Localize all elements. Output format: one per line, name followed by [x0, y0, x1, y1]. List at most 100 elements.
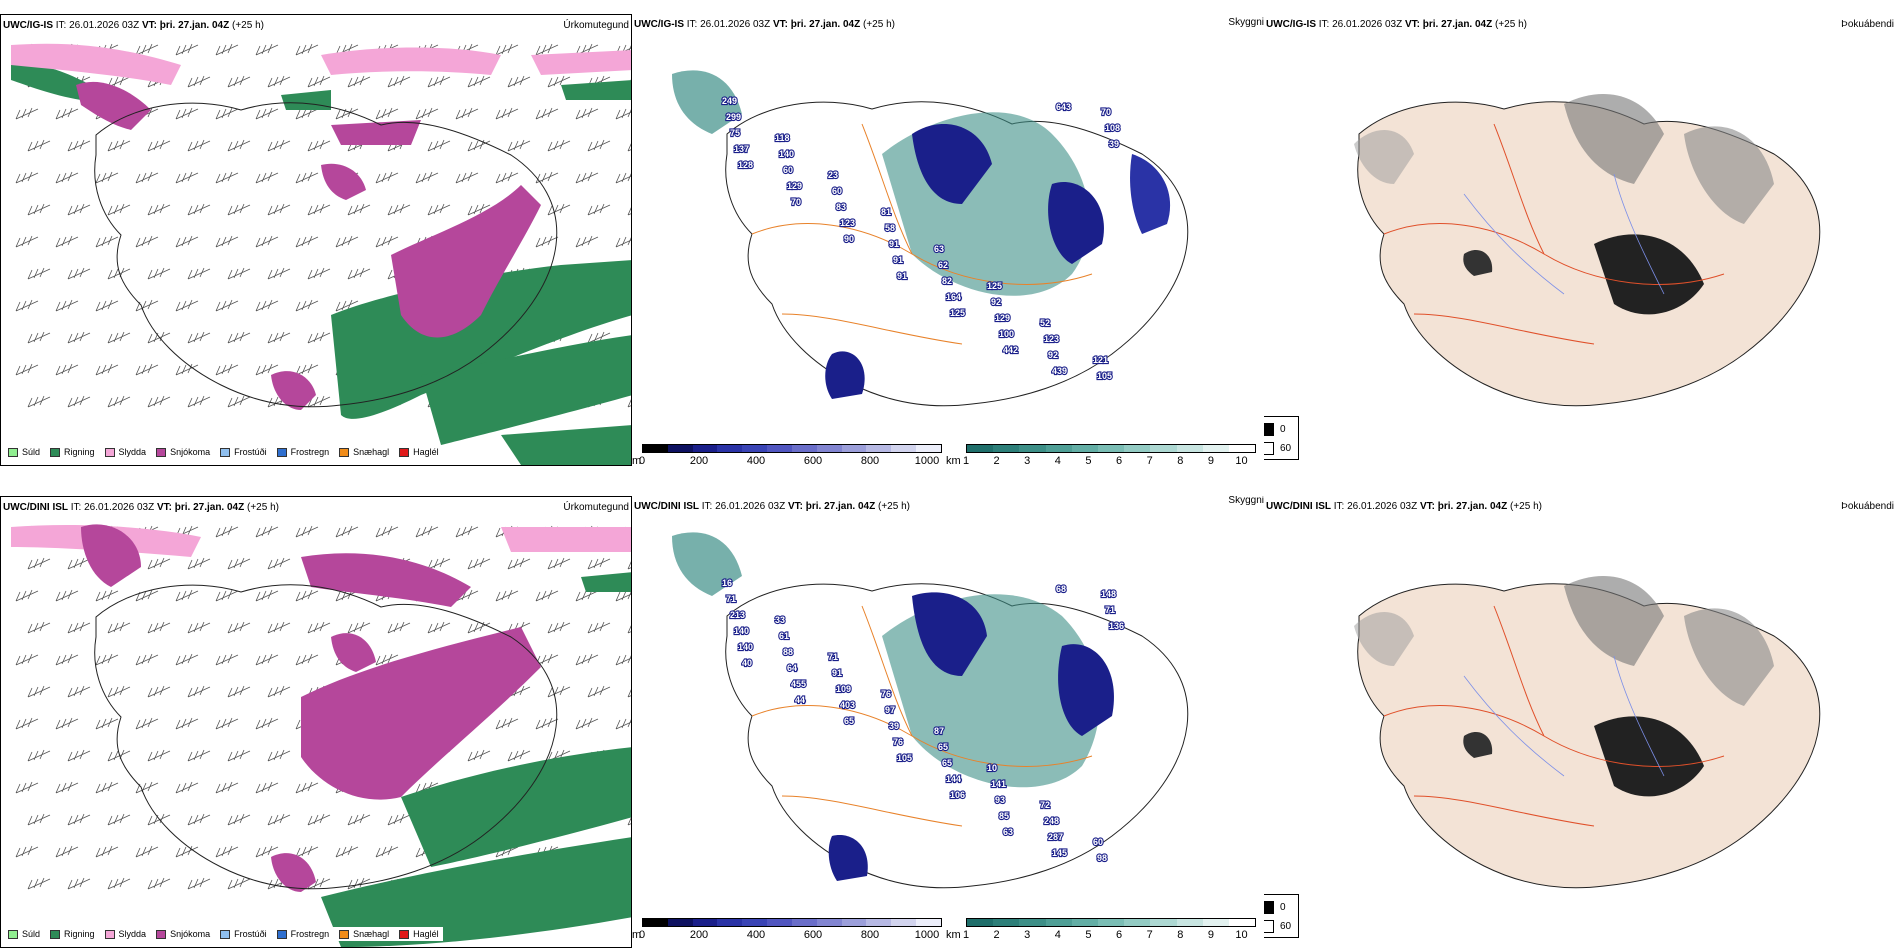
- wind-barb: [27, 813, 51, 826]
- wind-barb: [27, 557, 51, 570]
- wind-barb: [15, 299, 39, 312]
- wind-barb: [27, 267, 51, 280]
- wind-barb: [495, 171, 519, 184]
- colorbar-tick: 7: [1146, 929, 1153, 941]
- wind-barb: [67, 203, 91, 216]
- colorbar-tick: 9: [1207, 455, 1214, 466]
- wind-barb: [27, 685, 51, 698]
- wind-barb: [67, 685, 91, 698]
- visibility-value: 213: [730, 610, 745, 620]
- roads: [751, 605, 1093, 827]
- colorbar-tick: 1: [962, 929, 970, 941]
- colorbar-step: [891, 445, 917, 452]
- visibility-value: 82: [942, 276, 952, 286]
- precip-map: [11, 43, 631, 465]
- wind-barb: [175, 43, 199, 56]
- legend-item: Frostúði: [220, 447, 267, 457]
- colorbar-tick: 5: [1085, 929, 1092, 941]
- visibility-value: 403: [840, 700, 855, 710]
- colorbar-tick: 600: [803, 455, 823, 466]
- wind-barb: [107, 139, 131, 152]
- wind-barb: [495, 717, 519, 730]
- colorbar-tick: 4: [1054, 929, 1061, 941]
- colorbar-tick: 8: [1177, 455, 1184, 466]
- colorbar-step: [1150, 919, 1177, 926]
- roads: [1383, 605, 1725, 827]
- colorbar-tick: 200: [689, 455, 709, 466]
- colorbar-step: [1228, 919, 1256, 926]
- iceland-outline: [94, 102, 558, 408]
- wind-barb: [255, 717, 279, 730]
- visibility-value: 141: [991, 779, 1006, 789]
- wind-barb: [575, 43, 599, 56]
- legend-item: Frostregn: [276, 929, 329, 939]
- colorbar-step: [816, 919, 842, 926]
- wind-barb: [535, 171, 559, 184]
- wind-barb: [295, 235, 319, 248]
- colorbar-tick: 4: [1054, 455, 1061, 466]
- wind-barb: [187, 685, 211, 698]
- wind-barb: [15, 171, 39, 184]
- wind-barb: [547, 75, 571, 88]
- visibility-value: 109: [836, 684, 851, 694]
- wind-barb: [255, 235, 279, 248]
- wind-barb: [175, 171, 199, 184]
- legend-item: Haglél: [399, 929, 439, 939]
- colorbar-step: [841, 919, 867, 926]
- wind-barb: [227, 75, 251, 88]
- wind-barb: [55, 363, 79, 376]
- wind-barb: [627, 689, 631, 698]
- visibility-value: 92: [991, 297, 1001, 307]
- legend-item: Snæhagl: [339, 447, 389, 457]
- visibility-value: 16: [722, 578, 732, 588]
- colorbar-tick: 1000: [914, 929, 940, 941]
- visibility-value: 93: [995, 795, 1005, 805]
- wind-barb: [215, 653, 239, 666]
- wind-barb: [307, 75, 331, 88]
- visibility-value: 87: [934, 726, 944, 736]
- wind-barb: [95, 589, 119, 602]
- colorbar-step: [967, 919, 994, 926]
- wind-barb: [615, 172, 631, 184]
- colorbar-step: [1202, 445, 1229, 452]
- wind-barb: [495, 107, 519, 120]
- wind-barb: [455, 171, 479, 184]
- wind-barb: [187, 813, 211, 826]
- wind-barb: [307, 395, 331, 408]
- visibility-value: 71: [726, 594, 736, 604]
- visibility-value: 71: [828, 652, 838, 662]
- colorbar-tick: 600: [803, 929, 823, 941]
- colorbar-step: [643, 445, 668, 452]
- rivers: [1463, 173, 1665, 295]
- colorbar-step: [1045, 919, 1072, 926]
- wind-barb: [55, 171, 79, 184]
- wind-barb: [335, 845, 359, 858]
- wind-barb: [455, 107, 479, 120]
- wind-barb: [295, 653, 319, 666]
- legend-item: Frostregn: [276, 447, 329, 457]
- fog-panel-top: UWC/IG-IS IT: 26.01.2026 03Z VT: þri. 27…: [1264, 14, 1900, 466]
- colorbar-tick: 1: [962, 455, 970, 466]
- visibility-value: 249: [722, 96, 737, 106]
- wind-barb: [535, 107, 559, 120]
- wind-barb: [627, 561, 631, 570]
- visibility-value: 144: [946, 774, 961, 784]
- wind-barb: [347, 877, 371, 890]
- wind-barb: [295, 171, 319, 184]
- colorbar-step: [767, 445, 792, 452]
- visibility-value: 91: [832, 668, 842, 678]
- visibility-value: 137: [734, 144, 749, 154]
- wind-barb: [547, 685, 571, 698]
- wind-barb: [415, 107, 439, 120]
- colorbar-step: [841, 445, 867, 452]
- colorbar-tick: 800: [860, 455, 880, 466]
- legend-swatch: [339, 929, 350, 939]
- wind-barb: [175, 653, 199, 666]
- visibility-panel-top: UWC/IG-IS IT: 26.01.2026 03Z VT: þri. 27…: [632, 14, 1264, 466]
- wind-barb: [267, 139, 291, 152]
- wind-barb: [107, 685, 131, 698]
- ceiling-colorbar: m 0 200 400 600 800 1000: [632, 916, 942, 948]
- wind-barb: [387, 813, 411, 826]
- wind-barb: [495, 589, 519, 602]
- wind-barb: [187, 267, 211, 280]
